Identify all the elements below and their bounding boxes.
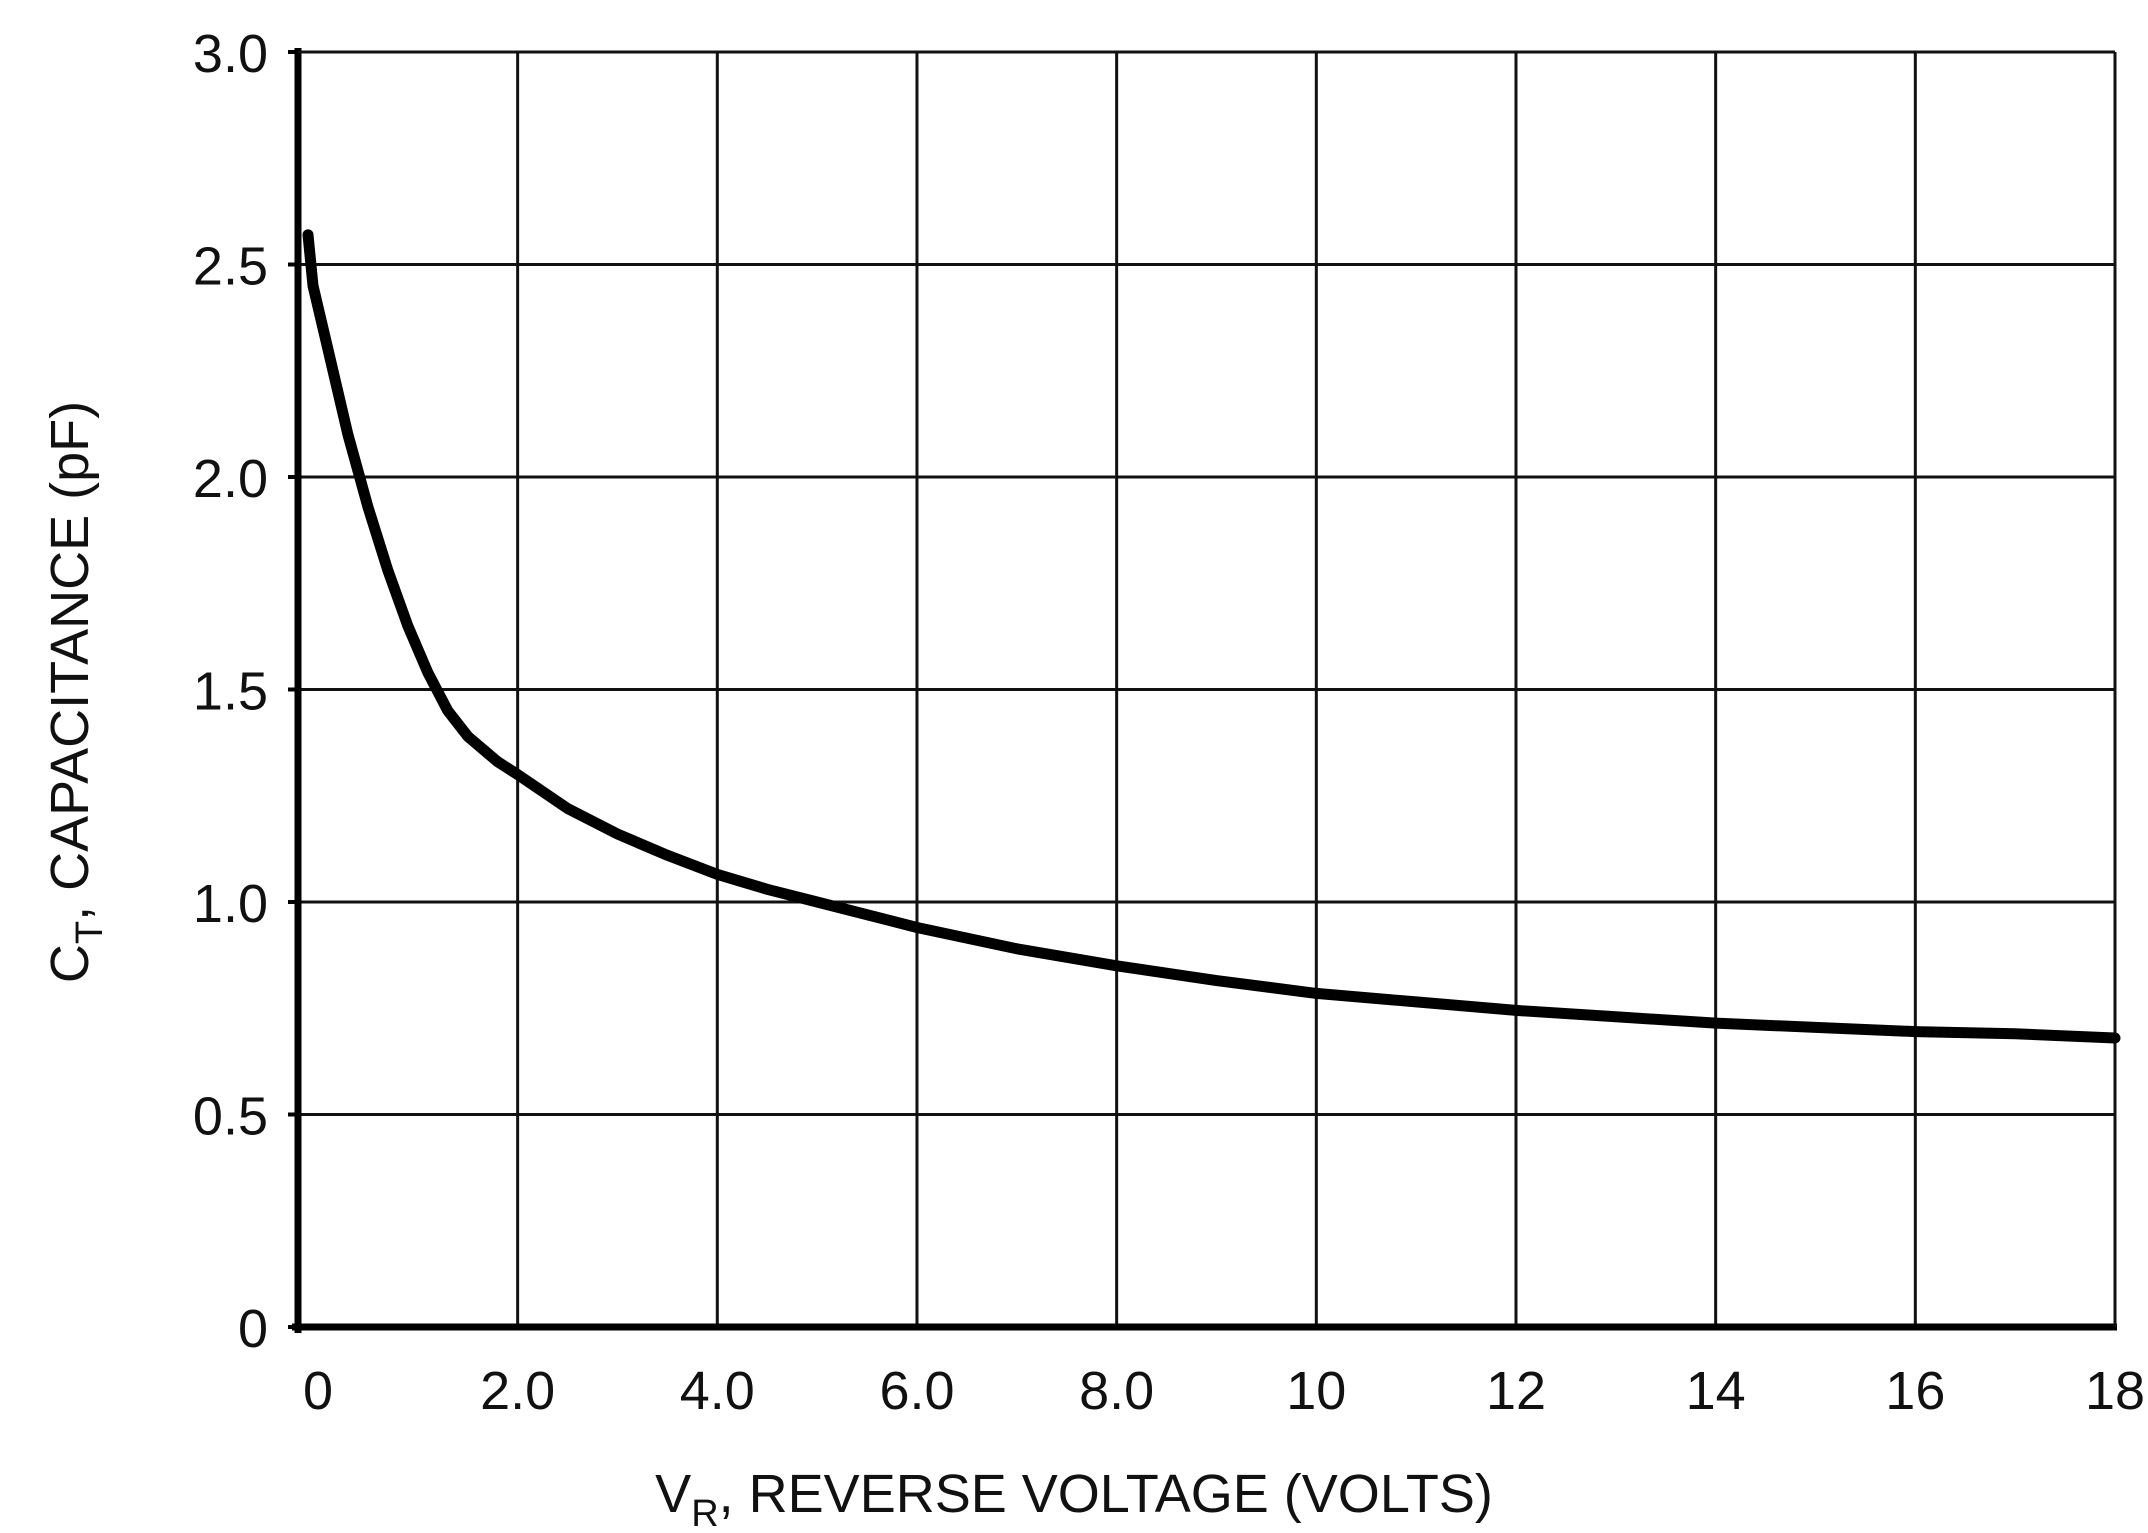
series-line-0	[302, 229, 2121, 1044]
x-tick-label-5: 10	[1286, 1361, 1346, 1421]
y-axis-title-sub: T	[69, 921, 111, 944]
axes	[288, 48, 2117, 1333]
y-tick-label-1: 0.5	[193, 1087, 268, 1147]
x-tick-label-9: 18	[2085, 1361, 2145, 1421]
y-tick-label-4: 2.0	[193, 449, 268, 509]
x-tick-label-2: 4.0	[680, 1361, 755, 1421]
y-axis-title-rest: , CAPACITANCE (pF)	[40, 401, 100, 921]
series-layer	[302, 229, 2121, 1044]
x-tick-label-3: 6.0	[879, 1361, 954, 1421]
y-axis-title-main: C	[40, 944, 100, 983]
y-tick-labels: 0 0.5 1.0 1.5 2.0 2.5 3.0	[193, 24, 268, 1359]
x-tick-label-1: 2.0	[480, 1361, 555, 1421]
grid-lines	[298, 50, 2117, 1327]
y-tick-label-5: 2.5	[193, 237, 268, 297]
y-tick-label-2: 1.0	[193, 874, 268, 934]
x-axis-title-sub: R	[691, 1493, 718, 1528]
y-tick-label-0: 0	[238, 1299, 268, 1359]
x-tick-label-6: 12	[1486, 1361, 1546, 1421]
x-tick-labels: 0 2.0 4.0 6.0 8.0 10 12 14 16 18	[303, 1361, 2145, 1421]
x-tick-label-0: 0	[303, 1361, 333, 1421]
x-tick-label-7: 14	[1686, 1361, 1746, 1421]
x-axis-title-rest: , REVERSE VOLTAGE (VOLTS)	[719, 1464, 1493, 1524]
x-axis-title: VR, REVERSE VOLTAGE (VOLTS)	[655, 1464, 1493, 1528]
x-tick-label-4: 8.0	[1079, 1361, 1154, 1421]
x-tick-label-8: 16	[1885, 1361, 1945, 1421]
y-tick-label-3: 1.5	[193, 662, 268, 722]
x-axis-title-main: V	[655, 1464, 691, 1524]
y-tick-label-6: 3.0	[193, 24, 268, 84]
y-axis-title: CT, CAPACITANCE (pF)	[40, 401, 111, 983]
